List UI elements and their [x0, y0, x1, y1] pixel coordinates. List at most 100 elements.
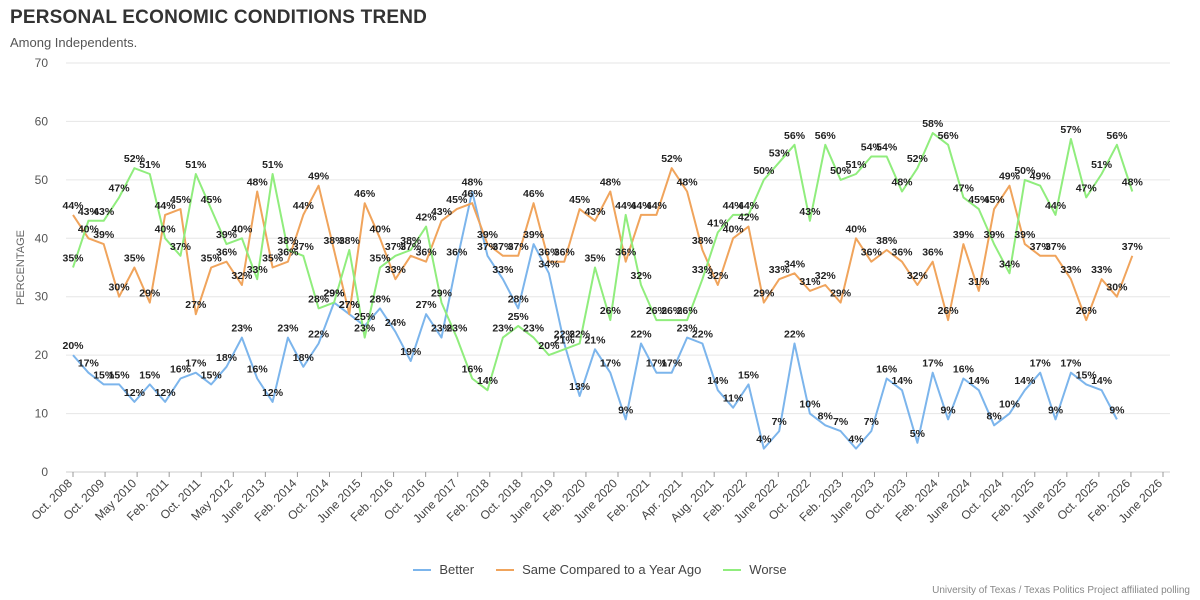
data-label: 14%	[968, 375, 990, 387]
data-label: 23%	[354, 323, 376, 335]
data-label: 15%	[738, 369, 760, 381]
data-label: 35%	[201, 253, 223, 265]
data-label: 22%	[784, 328, 806, 340]
data-label: 23%	[277, 323, 299, 335]
data-label: 51%	[845, 159, 867, 171]
data-label: 33%	[1091, 264, 1113, 276]
y-tick-label: 40	[35, 231, 49, 245]
legend-label-worse: Worse	[749, 562, 787, 577]
legend-item-better[interactable]: Better	[413, 562, 474, 577]
data-label: 28%	[508, 293, 530, 305]
data-label: 27%	[339, 299, 361, 311]
data-label: 45%	[984, 194, 1006, 206]
data-label: 44%	[155, 200, 177, 212]
data-label: 9%	[1048, 404, 1064, 416]
legend-item-worse[interactable]: Worse	[723, 562, 787, 577]
data-label: 40%	[155, 223, 177, 235]
data-label: 45%	[201, 194, 223, 206]
data-label: 44%	[646, 200, 668, 212]
data-label: 37%	[1122, 241, 1144, 253]
data-label: 32%	[907, 270, 929, 282]
data-label: 35%	[584, 253, 606, 265]
data-label: 15%	[139, 369, 161, 381]
data-label: 29%	[431, 288, 453, 300]
data-label: 37%	[170, 241, 192, 253]
data-label: 37%	[1030, 241, 1052, 253]
data-label: 44%	[631, 200, 653, 212]
data-label: 16%	[876, 364, 898, 376]
data-label: 29%	[139, 288, 161, 300]
y-axis-label: PERCENTAGE	[15, 230, 27, 305]
data-label: 51%	[1091, 159, 1113, 171]
data-label: 40%	[78, 223, 100, 235]
data-label: 36%	[861, 247, 883, 259]
data-label: 49%	[999, 171, 1021, 183]
legend-swatch-better	[413, 568, 432, 571]
data-label: 36%	[446, 247, 468, 259]
data-label: 17%	[600, 358, 622, 370]
data-label: 12%	[124, 387, 146, 399]
data-label: 48%	[462, 177, 484, 189]
data-label: 22%	[569, 328, 591, 340]
data-label: 50%	[830, 165, 852, 177]
series-line-better	[72, 190, 1118, 450]
data-label: 47%	[953, 182, 975, 194]
data-label: 17%	[1030, 358, 1052, 370]
data-label: 29%	[753, 288, 775, 300]
data-label: 48%	[247, 177, 269, 189]
data-label: 49%	[1030, 171, 1052, 183]
data-label: 50%	[753, 165, 775, 177]
data-label: 39%	[477, 229, 499, 241]
data-label: 26%	[646, 305, 668, 317]
data-label: 38%	[692, 235, 714, 247]
data-label: 37%	[385, 241, 407, 253]
data-label: 15%	[201, 369, 223, 381]
data-label: 14%	[892, 375, 914, 387]
source-credit: University of Texas / Texas Politics Pro…	[932, 585, 1190, 596]
data-label: 16%	[170, 364, 192, 376]
data-label: 14%	[1091, 375, 1113, 387]
data-label: 18%	[216, 352, 238, 364]
data-label: 21%	[584, 334, 606, 346]
data-label: 30%	[109, 282, 131, 294]
data-label: 39%	[953, 229, 975, 241]
data-label: 38%	[339, 235, 361, 247]
data-label: 14%	[1014, 375, 1036, 387]
data-label: 37%	[293, 241, 315, 253]
data-label: 27%	[339, 299, 361, 311]
data-label: 40%	[723, 223, 745, 235]
data-label: 14%	[707, 375, 729, 387]
data-label: 48%	[892, 177, 914, 189]
data-label: 40%	[370, 223, 392, 235]
data-label: 7%	[833, 416, 849, 428]
data-label: 39%	[93, 229, 115, 241]
data-label: 44%	[615, 200, 637, 212]
data-label: 32%	[231, 270, 253, 282]
data-label: 22%	[554, 328, 576, 340]
data-label: 17%	[78, 358, 100, 370]
y-tick-label: 50	[35, 173, 49, 187]
data-label: 43%	[799, 206, 821, 218]
data-label: 50%	[1014, 165, 1036, 177]
data-label: 52%	[124, 153, 146, 165]
data-label: 40%	[231, 223, 253, 235]
data-label: 36%	[615, 247, 637, 259]
data-label: 43%	[431, 206, 453, 218]
legend-label-same: Same Compared to a Year Ago	[522, 562, 702, 577]
data-label: 46%	[462, 188, 484, 200]
data-label: 40%	[845, 223, 867, 235]
data-label: 20%	[62, 340, 84, 352]
data-label: 42%	[416, 212, 438, 224]
legend-item-same[interactable]: Same Compared to a Year Ago	[496, 562, 701, 577]
data-label: 43%	[93, 206, 115, 218]
data-label: 35%	[262, 253, 284, 265]
data-label: 52%	[661, 153, 683, 165]
data-label: 45%	[968, 194, 990, 206]
data-label: 33%	[385, 264, 407, 276]
data-label: 25%	[354, 311, 376, 323]
data-label: 43%	[78, 206, 100, 218]
data-label: 31%	[968, 276, 990, 288]
data-label: 51%	[262, 159, 284, 171]
data-label: 22%	[631, 328, 653, 340]
